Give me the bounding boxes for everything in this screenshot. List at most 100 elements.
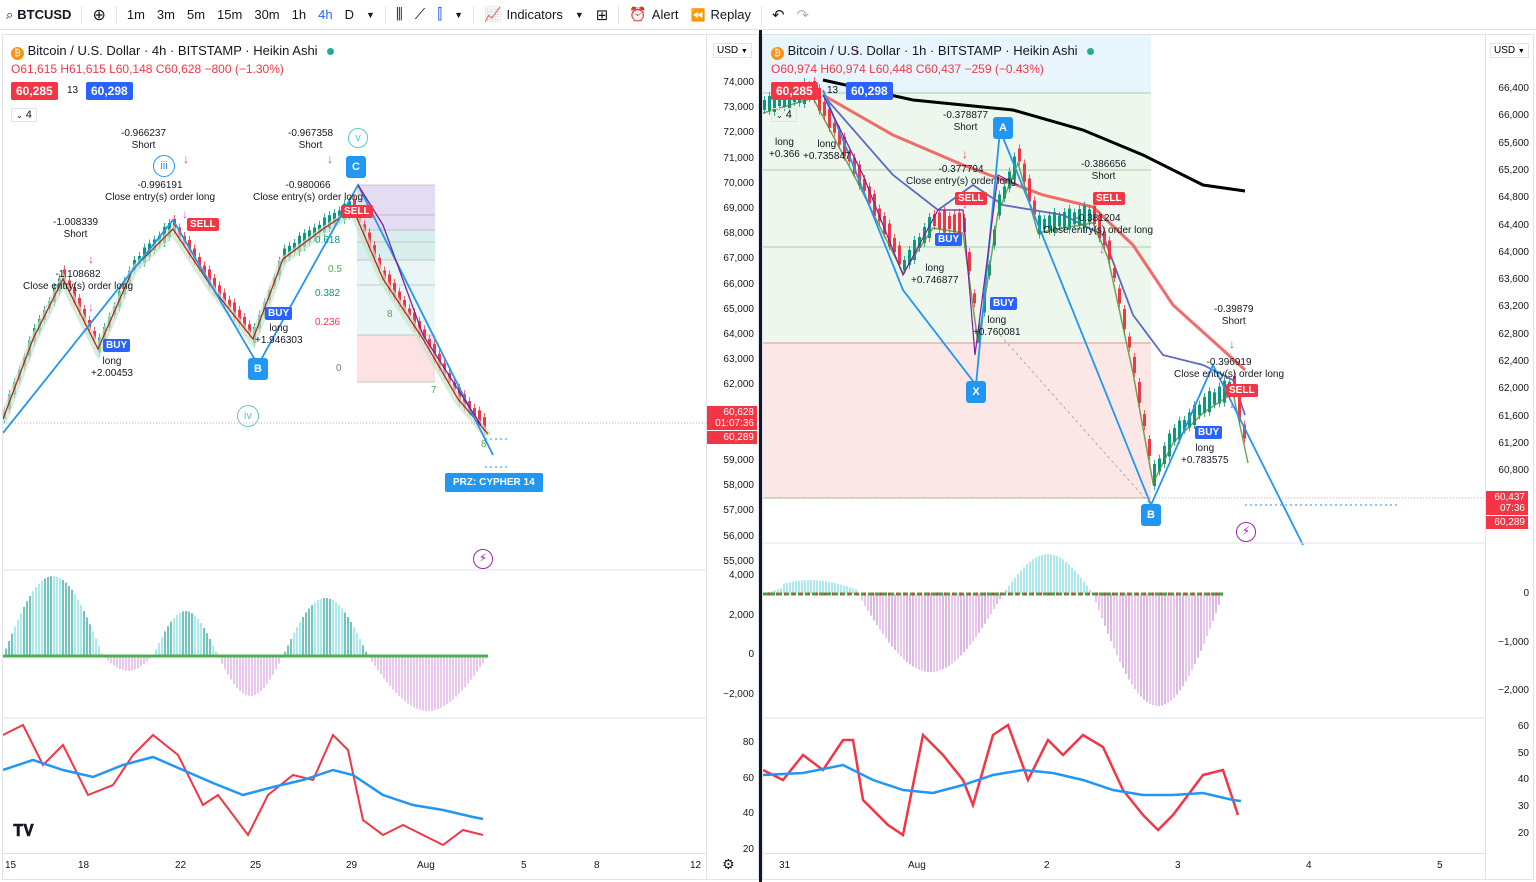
left-candle: [243, 317, 246, 328]
chart-type-candles[interactable]: ⫼: [390, 0, 409, 30]
left-candle: [473, 408, 476, 417]
chart-type-dropdown[interactable]: ▼: [448, 0, 469, 30]
tf-15m[interactable]: 15m: [217, 7, 243, 22]
right-trade-arrow-3: ↓: [1229, 337, 1235, 351]
right-candle: [828, 108, 831, 128]
left-chart-panel[interactable]: ↓ ↓ ↓ ↓ ↓ ↓ ₿ Bitcoin / U.S. Dollar · 4h · BI…: [2, 34, 759, 880]
right-candle: [1223, 380, 1226, 403]
tf-d[interactable]: D: [344, 7, 354, 22]
left-trade-arrow-3: ↓: [88, 300, 94, 314]
lightning-event-icon[interactable]: ⚡: [1236, 522, 1256, 542]
tf-30m[interactable]: 30m: [254, 7, 280, 22]
left-current-price-tag: 60,628 01:07:36: [707, 406, 757, 430]
right-sell-button[interactable]: 60,285: [771, 82, 818, 100]
alert-button[interactable]: ⏰ Alert: [623, 0, 684, 30]
fib-level-0236: 0.236: [315, 317, 341, 328]
right-spread: 13: [827, 85, 839, 96]
left-ma-band: [3, 205, 492, 439]
left-price-tick-15: 58,000: [723, 480, 754, 492]
left-time-axis[interactable]: 15 18 22 25 29 Aug 5 8 12: [3, 853, 706, 879]
right-candle: [1133, 357, 1136, 373]
left-chart-canvas[interactable]: ↓ ↓ ↓ ↓ ↓ ↓: [3, 35, 759, 880]
left-candle: [403, 300, 406, 310]
tf-3m[interactable]: 3m: [156, 7, 175, 22]
right-candle: [913, 240, 916, 260]
right-buy-signal-3: BUY: [1195, 426, 1223, 439]
indicators-dropdown[interactable]: ▼: [569, 0, 590, 30]
left-point-b[interactable]: B: [248, 358, 268, 380]
settings-gear-icon[interactable]: ⚙: [722, 856, 735, 872]
right-collapse-indicators[interactable]: ⌄ 4: [771, 108, 797, 122]
left-currency-selector[interactable]: USD ▼: [713, 43, 752, 58]
right-candle: [948, 216, 951, 229]
left-point-c[interactable]: C: [346, 156, 366, 178]
tf-4h[interactable]: 4h: [318, 7, 333, 22]
left-osc-tick-3: −2,000: [723, 688, 754, 700]
right-candle: [1198, 404, 1201, 416]
left-buy-button[interactable]: 60,298: [86, 82, 133, 100]
right-candle: [1153, 464, 1156, 486]
right-chart-canvas[interactable]: ↓↓↓↓↓↓↓: [763, 35, 1534, 880]
right-currency-selector[interactable]: USD ▼: [1490, 43, 1529, 58]
tf-1h[interactable]: 1h: [291, 7, 307, 22]
left-price-tick-0: 74,000: [723, 77, 754, 88]
top-toolbar: ⌕ BTCUSD ⊕ 1m 3m 5m 15m 30m 1h 4h D ▼ ⫼ …: [0, 0, 1536, 30]
indicators-label: Indicators: [506, 7, 563, 22]
left-buy-signal-2: BUY: [265, 307, 293, 320]
right-chart-title[interactable]: ₿ Bitcoin / U.S. Dollar · 1h · BITSTAMP …: [771, 43, 1095, 60]
heikin-ashi-icon: ⫿: [437, 6, 443, 23]
compare-button[interactable]: ⊕: [86, 0, 111, 30]
left-title-text: Bitcoin / U.S. Dollar · 4h · BITSTAMP · …: [27, 43, 318, 58]
chevron-down-icon: ▼: [365, 9, 375, 20]
left-candle: [203, 265, 206, 275]
left-price-axis[interactable]: USD ▼ 74,000 73,000 72,000 71,000 70,000 69,0…: [706, 35, 758, 879]
right-candle: [1163, 446, 1166, 464]
redo-button[interactable]: ↷: [791, 0, 816, 30]
right-price-tick-3: 65,200: [1498, 164, 1529, 176]
indicators-button[interactable]: 📈 Indicators: [478, 0, 569, 30]
chevron-down-icon: ▼: [740, 48, 748, 55]
left-candle: [463, 394, 466, 408]
right-point-a[interactable]: A: [993, 117, 1013, 139]
left-candle: [323, 217, 326, 233]
right-candle: [1123, 309, 1126, 329]
left-rsi-slow: [3, 755, 484, 821]
right-candle: [1003, 186, 1006, 199]
right-price-axis[interactable]: USD ▼ 66,400 66,000 65,600 65,200 64,800 64,4…: [1485, 35, 1533, 879]
chart-split-divider[interactable]: [759, 30, 762, 882]
left-candle: [233, 302, 236, 318]
right-chart-panel[interactable]: ↓↓↓↓↓↓↓ ₿ Bitcoin / U.S. Dollar · 1h · B…: [762, 34, 1534, 880]
replay-button[interactable]: ⏪ Replay: [685, 0, 757, 30]
tf-5m[interactable]: 5m: [186, 7, 206, 22]
right-trade-arrow-6: ↓: [1229, 397, 1235, 411]
right-buy-button[interactable]: 60,298: [846, 82, 893, 100]
right-candle: [1043, 219, 1046, 229]
timeframe-dropdown[interactable]: ▼: [360, 0, 381, 30]
right-bid-tag: 60,289: [1486, 516, 1528, 529]
layout-button[interactable]: ⊞: [590, 0, 615, 30]
chevron-down-icon: ▼: [454, 9, 464, 20]
left-price-tick-12: 62,000: [723, 379, 754, 391]
lightning-event-icon[interactable]: ⚡: [473, 549, 493, 569]
left-time-tick-5: Aug: [417, 860, 435, 871]
left-sell-button[interactable]: 60,285: [11, 82, 58, 100]
prz-cypher-label[interactable]: PRZ: CYPHER 14: [445, 473, 543, 492]
tf-1m[interactable]: 1m: [126, 7, 145, 22]
undo-button[interactable]: ↶: [766, 0, 791, 30]
right-zone-blue: [763, 35, 1151, 93]
fib-level-05: 0.5: [328, 264, 342, 275]
right-candle: [1203, 397, 1206, 413]
right-time-tick-0: 31: [779, 860, 791, 871]
right-point-x[interactable]: X: [966, 381, 986, 403]
symbol-search[interactable]: ⌕ BTCUSD: [0, 0, 77, 30]
toolbar-divider: [81, 5, 83, 24]
left-collapse-indicators[interactable]: ⌄ 4: [11, 108, 37, 122]
left-chart-title[interactable]: ₿ Bitcoin / U.S. Dollar · 4h · BITSTAMP …: [11, 43, 335, 60]
right-point-b[interactable]: B: [1141, 504, 1161, 526]
chart-type-line[interactable]: ⟋: [409, 0, 432, 30]
right-candle: [763, 100, 766, 110]
left-wave-number-7: 7: [431, 385, 437, 396]
chevron-down-icon: ▼: [574, 9, 584, 20]
chart-type-heikin[interactable]: ⫿: [431, 0, 448, 30]
right-time-axis[interactable]: 31 Aug 2 3 4 5: [763, 853, 1485, 879]
